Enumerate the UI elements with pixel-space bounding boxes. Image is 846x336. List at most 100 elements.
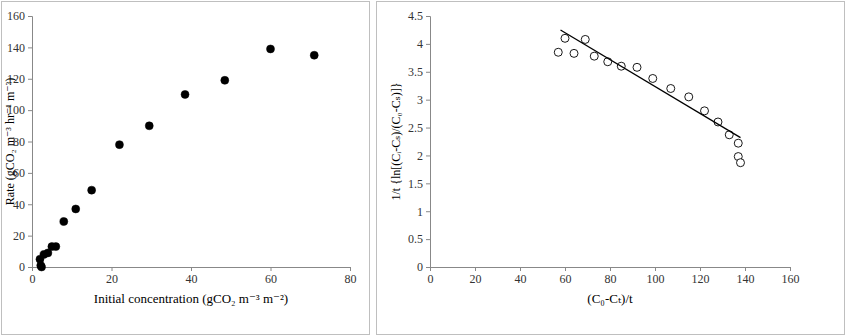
data-point [181,90,189,98]
x-tick-label: 0 [428,272,434,286]
data-point [72,205,80,213]
x-tick-mark [610,267,611,271]
y-tick-mark [28,267,32,268]
data-point [737,159,745,167]
y-tick-label: 1.5 [408,177,423,191]
y-axis-title: 1/t {ln[(Cᵢ-Cₛ)/(C₀-Cₛ)]} [389,82,403,200]
x-tick-label: 40 [515,272,527,286]
data-point [581,35,589,43]
x-tick: 40 [515,267,527,286]
x-tick-label: 80 [605,272,617,286]
data-point [52,243,60,251]
x-tick-label: 20 [470,272,482,286]
y-tick-mark [426,100,430,101]
data-point [310,51,318,59]
y-tick: 1 [417,205,430,219]
data-point [38,263,46,271]
x-tick: 40 [186,267,198,286]
y-tick-mark [28,236,32,237]
x-tick: 140 [737,267,755,286]
y-tick-label: 2.5 [408,121,423,135]
y-tick-label: 0 [19,260,25,274]
x-tick-mark [112,267,113,271]
x-tick-mark [520,267,521,271]
data-point [590,52,598,60]
y-tick-label: 2 [417,149,423,163]
y-tick: 4.5 [408,9,430,23]
x-tick: 0 [428,267,434,286]
x-axis-title: (C₀-Cₜ)/t [587,291,633,306]
x-tick: 20 [470,267,482,286]
y-tick: 2 [417,149,430,163]
y-axis-title: Rate (gCO₂ m⁻³ hr⁻¹ m⁻²) [3,78,17,205]
x-tick: 120 [692,267,710,286]
x-axis-line [431,268,791,272]
y-tick-mark [426,44,430,45]
data-point [221,76,229,84]
data-point [734,139,742,147]
y-tick-mark [426,239,430,240]
x-tick: 160 [782,267,800,286]
data-point [88,186,96,194]
data-point [701,107,709,115]
y-tick-mark [426,211,430,212]
y-tick-mark [426,155,430,156]
x-tick-label: 160 [782,272,800,286]
y-tick-mark [28,47,32,48]
x-tick-mark [565,267,566,271]
plot-area [36,45,318,271]
data-point [267,45,275,53]
x-tick-mark [475,267,476,271]
y-tick-label: 0 [417,260,423,274]
x-tick-mark [271,267,272,271]
data-point [667,85,675,93]
y-tick-label: 4.5 [408,9,423,23]
x-tick: 20 [106,267,118,286]
x-tick: 0 [30,267,36,286]
x-tick-mark [350,267,351,271]
y-tick-label: 140 [7,41,25,55]
y-tick: 2.5 [408,121,430,135]
x-tick-label: 20 [106,272,118,286]
x-axis-line [33,268,351,272]
y-tick-mark [28,142,32,143]
chart-root: 020406080020406080100120140160Initial co… [0,0,846,336]
y-axis: 00.511.522.533.544.5 [408,9,431,274]
y-tick-label: 3 [417,93,423,107]
data-point [570,49,578,57]
y-tick: 1.5 [408,177,430,191]
x-tick: 80 [605,267,617,286]
trend-line [561,30,741,138]
x-tick: 80 [345,267,357,286]
data-point [561,34,569,42]
y-tick: 20 [13,229,32,243]
y-tick: 4 [417,37,430,51]
x-tick-label: 120 [692,272,710,286]
x-tick-mark [655,267,656,271]
y-tick: 140 [7,41,32,55]
x-axis: 0 20 40 60 80 [30,267,357,286]
y-tick: 3 [417,93,430,107]
x-tick-mark [790,267,791,271]
x-tick-label: 0 [30,272,36,286]
y-tick-mark [28,110,32,111]
y-tick: 160 [7,9,32,23]
data-point [115,141,123,149]
x-axis-title: Initial concentration (gCO₂ m⁻³ m⁻²) [94,291,288,306]
x-tick-label: 60 [560,272,572,286]
data-point [60,218,68,226]
x-tick-mark [700,267,701,271]
y-axis-line [426,17,431,268]
y-axis-line [28,17,33,268]
x-axis: 020406080100120140160 [428,267,800,286]
y-tick: 0 [417,260,430,274]
x-tick-label: 40 [186,272,198,286]
data-point [554,48,562,56]
y-tick: 0.5 [408,232,430,246]
x-tick-label: 60 [265,272,277,286]
data-point [685,93,693,101]
x-tick: 60 [560,267,572,286]
panel-frame [377,2,845,335]
y-tick-mark [426,16,430,17]
y-tick: 0 [19,260,32,274]
